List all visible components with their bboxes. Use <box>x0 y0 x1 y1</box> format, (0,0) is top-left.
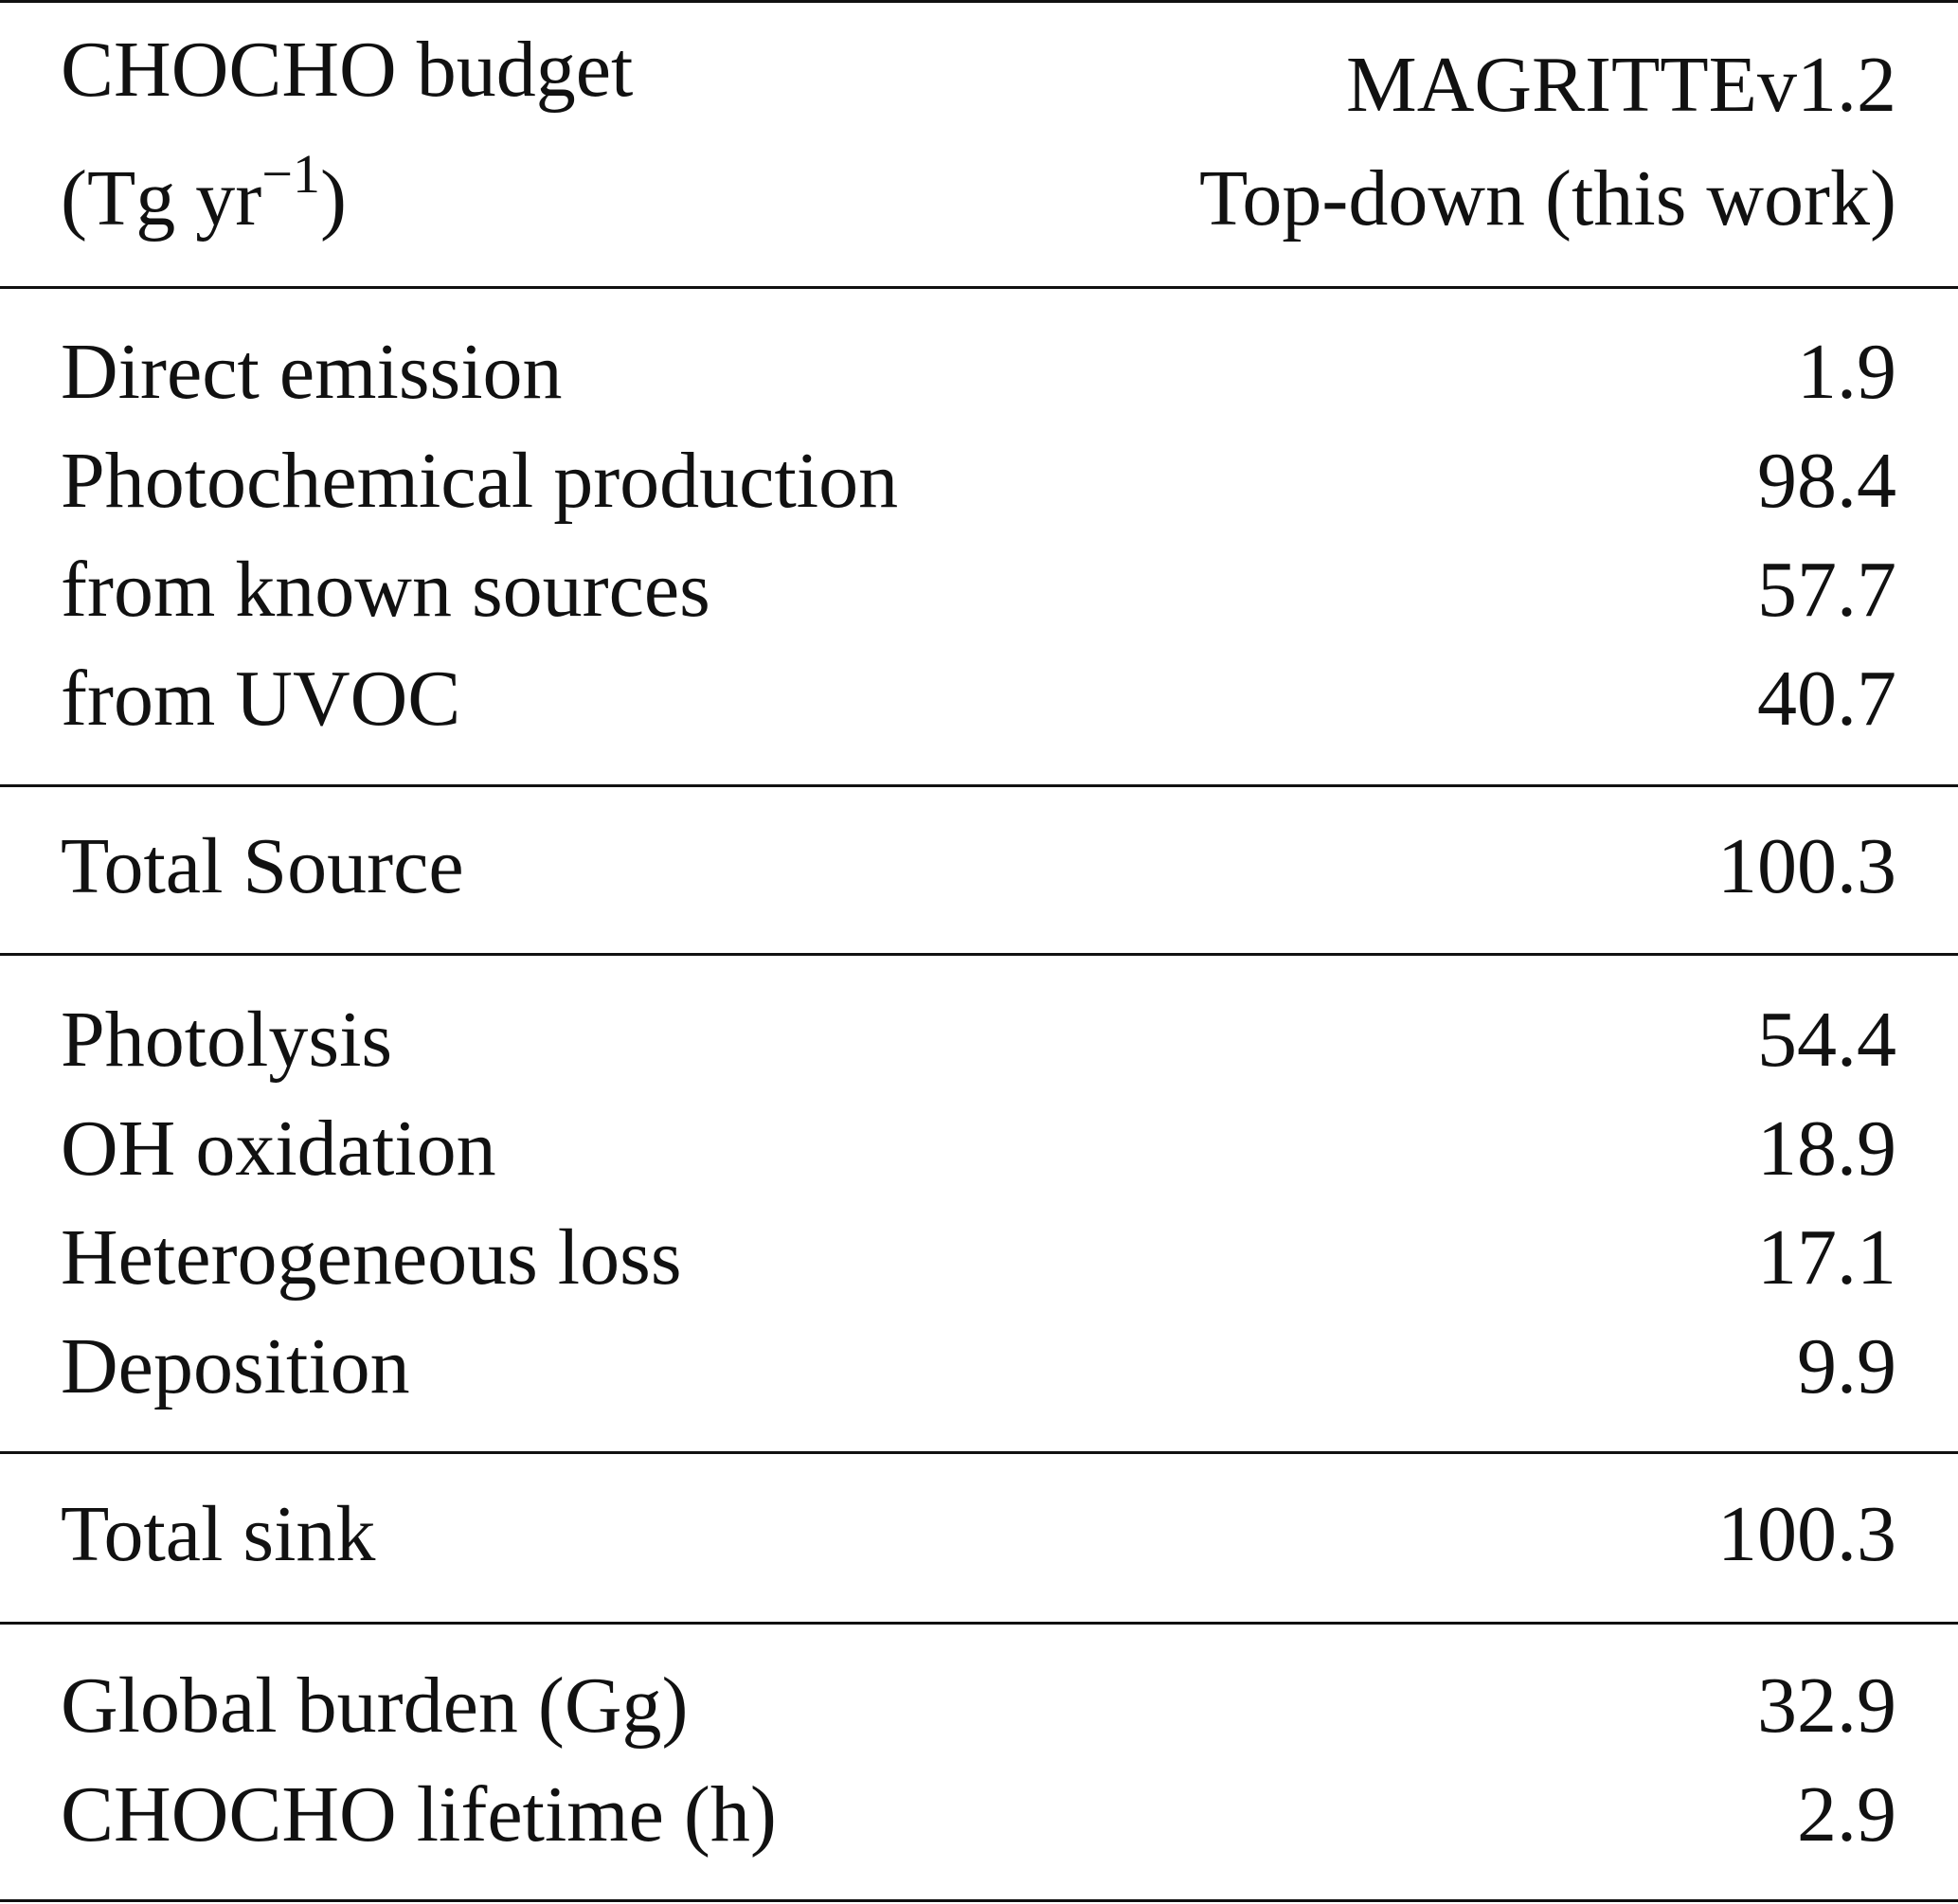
row-value: 18.9 <box>1757 1105 1896 1193</box>
header-quantity-label: CHOCHO budget <box>61 30 633 110</box>
header-quantity-line1: CHOCHO budget <box>61 26 634 114</box>
row-label: Deposition <box>61 1322 410 1410</box>
header-unit-exponent: −1 <box>261 143 320 205</box>
section-rule <box>0 1622 1958 1625</box>
row-label: CHOCHO lifetime (h) <box>61 1770 777 1859</box>
row-value: 32.9 <box>1757 1662 1896 1750</box>
row-value: 100.3 <box>1717 1490 1896 1578</box>
bottom-rule <box>0 1899 1958 1902</box>
row-value: 100.3 <box>1717 822 1896 910</box>
row-label: from known sources <box>61 546 710 634</box>
row-label: Total sink <box>61 1490 376 1578</box>
row-label: Global burden (Gg) <box>61 1662 689 1750</box>
row-value: 57.7 <box>1757 546 1896 634</box>
row-label: Total Source <box>61 822 464 910</box>
row-label: Heterogeneous loss <box>61 1213 682 1302</box>
row-label: Photochemical production <box>61 437 899 525</box>
row-label: OH oxidation <box>61 1105 496 1193</box>
row-label: from UVOC <box>61 655 461 743</box>
header-method-name: Top-down (this work) <box>1198 154 1896 242</box>
row-value: 40.7 <box>1757 655 1896 743</box>
header-unit-close: ) <box>319 154 347 242</box>
section-rule <box>0 784 1958 787</box>
row-label: Photolysis <box>61 996 393 1084</box>
section-rule <box>0 953 1958 956</box>
header-unit-label: (Tg yr−1) <box>61 147 347 239</box>
row-value: 17.1 <box>1757 1213 1896 1302</box>
row-value: 54.4 <box>1757 996 1896 1084</box>
row-value: 2.9 <box>1797 1770 1896 1859</box>
header-rule <box>0 286 1958 289</box>
section-rule <box>0 1451 1958 1454</box>
row-label: Direct emission <box>61 328 563 416</box>
header-unit-base: (Tg yr <box>61 154 262 242</box>
row-value: 1.9 <box>1797 328 1896 416</box>
header-model-name: MAGRITTEv1.2 <box>1346 41 1896 129</box>
top-rule <box>0 0 1958 3</box>
row-value: 98.4 <box>1757 437 1896 525</box>
row-value: 9.9 <box>1797 1322 1896 1410</box>
